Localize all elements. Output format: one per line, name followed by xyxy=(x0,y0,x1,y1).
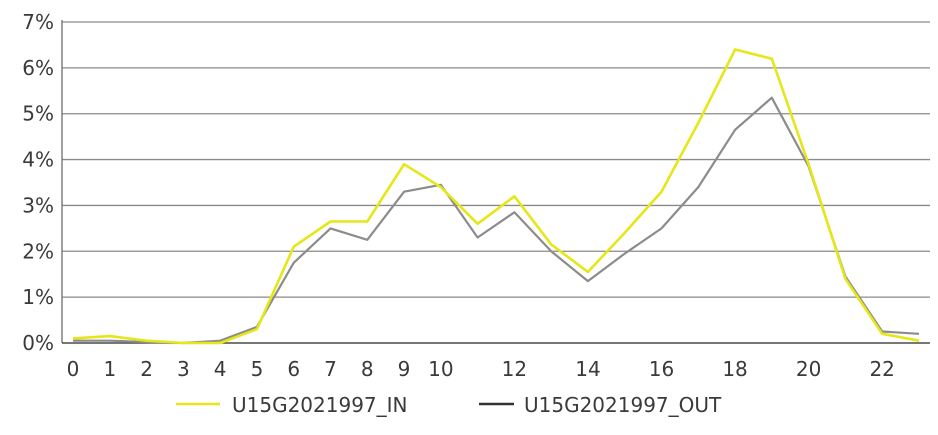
y-tick-label: 0% xyxy=(22,331,54,355)
y-tick-label: 4% xyxy=(22,148,54,172)
y-tick-label: 5% xyxy=(22,102,54,126)
y-tick-label: 6% xyxy=(22,56,54,80)
y-tick-label: 1% xyxy=(22,285,54,309)
series-line-out xyxy=(73,96,920,345)
x-tick-label: 5 xyxy=(251,357,264,381)
y-tick-labels: 0% 1% 2% 3% 4% 5% 6% 7% xyxy=(22,10,54,355)
x-tick-label: 6 xyxy=(287,357,300,381)
x-tick-label: 9 xyxy=(398,357,411,381)
y-tick-label: 2% xyxy=(22,239,54,263)
x-tick-label: 10 xyxy=(428,357,453,381)
x-tick-label: 4 xyxy=(214,357,227,381)
x-tick-label: 16 xyxy=(649,357,674,381)
x-tick-label: 0 xyxy=(67,357,80,381)
x-tick-label: 18 xyxy=(722,357,747,381)
series-line-in xyxy=(72,48,920,345)
legend-label: U15G2021997_IN xyxy=(232,393,408,417)
x-tick-label: 1 xyxy=(103,357,116,381)
x-tick-label: 14 xyxy=(575,357,600,381)
y-tick-label: 7% xyxy=(22,10,54,34)
x-tick-label: 7 xyxy=(324,357,337,381)
y-gridlines xyxy=(62,21,930,298)
x-tick-label: 22 xyxy=(869,357,894,381)
series-lines xyxy=(72,48,920,345)
x-tick-label: 3 xyxy=(177,357,190,381)
x-tick-label: 20 xyxy=(796,357,821,381)
y-tick-label: 3% xyxy=(22,193,54,217)
x-tick-label: 2 xyxy=(140,357,153,381)
x-tick-labels: 0 1 2 3 4 5 6 7 8 9 10 12 14 16 18 20 22 xyxy=(67,357,895,381)
legend: U15G2021997_IN U15G2021997_OUT xyxy=(176,393,722,417)
legend-label: U15G2021997_OUT xyxy=(524,393,722,417)
x-tick-label: 8 xyxy=(361,357,374,381)
x-tick-label: 12 xyxy=(502,357,527,381)
